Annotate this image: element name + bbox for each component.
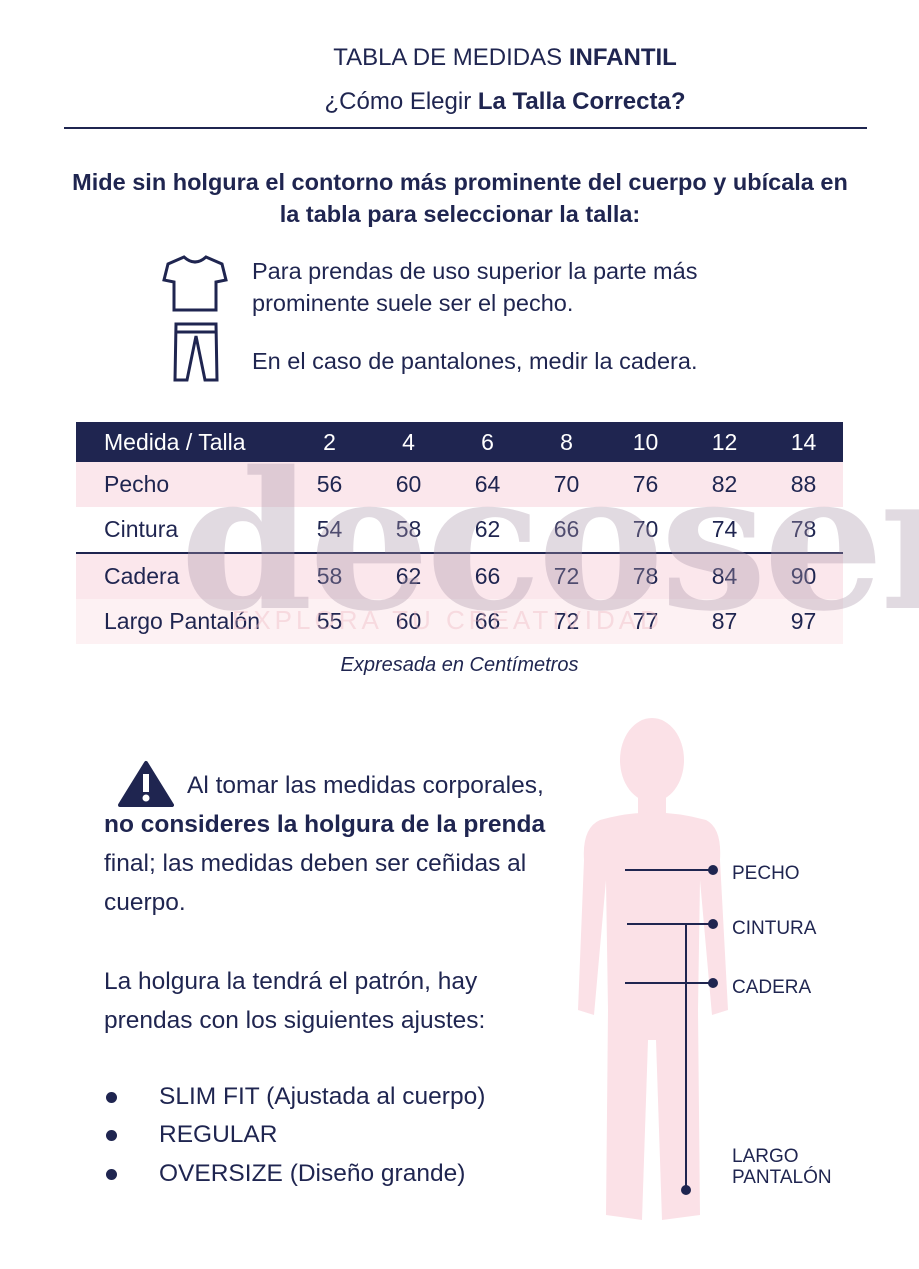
fit-item: SLIM FIT (Ajustada al cuerpo) (159, 1083, 486, 1110)
cell: 97 (764, 599, 843, 644)
header-cell: 8 (527, 422, 606, 462)
bullet (106, 1169, 117, 1180)
cell: 70 (606, 507, 685, 554)
header-row: Medida / Talla 2 4 6 8 10 12 14 (76, 422, 843, 462)
cell: 82 (685, 462, 764, 507)
divider (64, 127, 867, 129)
instructions-heading: Mide sin holgura el contorno más promine… (72, 169, 848, 227)
table-row: Pecho 56 60 64 70 76 82 88 (76, 462, 843, 507)
table-row: Largo Pantalón 55 60 66 72 77 87 97 (76, 599, 843, 644)
cell: 77 (606, 599, 685, 644)
body-figure (578, 718, 728, 1220)
subtitle-prefix: ¿Cómo Elegir (324, 88, 472, 115)
header-cell: 2 (290, 422, 369, 462)
instruction-item: En el caso de pantalones, medir la cader… (252, 348, 698, 374)
row-label: Cadera (76, 553, 290, 599)
cell: 64 (448, 462, 527, 507)
cell: 62 (369, 553, 448, 599)
cell: 76 (606, 462, 685, 507)
cell: 78 (606, 553, 685, 599)
cell: 87 (685, 599, 764, 644)
fit-item: OVERSIZE (Diseño grande) (159, 1160, 466, 1187)
header-cell: 4 (369, 422, 448, 462)
cell: 88 (764, 462, 843, 507)
bullet (106, 1092, 117, 1103)
pants-icon (173, 322, 219, 382)
garment-icons (162, 255, 228, 382)
body-label: LARGO PANTALÓN (732, 1146, 832, 1188)
header-cell: Medida / Talla (76, 422, 290, 462)
body-label: PECHO (732, 863, 800, 884)
cell: 78 (764, 507, 843, 554)
cell: 66 (448, 553, 527, 599)
subtitle: ¿Cómo Elegir La Talla Correcta? (200, 88, 810, 116)
fit-item: REGULAR (159, 1121, 278, 1148)
cell: 62 (448, 507, 527, 554)
cell: 60 (369, 462, 448, 507)
cell: 74 (685, 507, 764, 554)
table-row: Cintura 54 58 62 66 70 74 78 (76, 507, 843, 554)
header-cell: 12 (685, 422, 764, 462)
title-bold: INFANTIL (568, 44, 677, 71)
shirt-icon (162, 255, 228, 312)
cell: 58 (290, 553, 369, 599)
row-label: Cintura (76, 507, 290, 554)
row-label: Pecho (76, 462, 290, 507)
table-row: Cadera 58 62 66 72 78 84 90 (76, 553, 843, 599)
warning-bold: no consideres la holgura de la prenda (104, 811, 546, 838)
cell: 72 (527, 599, 606, 644)
subtitle-bold: La Talla Correcta? (477, 88, 686, 115)
cell: 56 (290, 462, 369, 507)
title-prefix: TABLA DE MEDIDAS (333, 44, 563, 71)
instruction-item: Para prendas de uso superior la parte má… (252, 258, 698, 316)
cell: 84 (685, 553, 764, 599)
header-cell: 14 (764, 422, 843, 462)
fit-intro: La holgura la tendrá el patrón, hay pren… (104, 968, 486, 1034)
warning-icon (118, 761, 174, 807)
header-cell: 10 (606, 422, 685, 462)
cell: 70 (527, 462, 606, 507)
warning-text: Al tomar las medidas corporales, no cons… (104, 766, 574, 922)
cell: 66 (448, 599, 527, 644)
cell: 60 (369, 599, 448, 644)
cell: 54 (290, 507, 369, 554)
row-label: Largo Pantalón (76, 599, 290, 644)
warning-after: final; las medidas deben ser ceñidas al … (104, 850, 527, 916)
cell: 66 (527, 507, 606, 554)
size-table: Medida / Talla 2 4 6 8 10 12 14 Pecho 56 60 64 70 76 8… (76, 422, 843, 644)
table-note: Expresada en Centímetros (340, 654, 579, 676)
warning-before: Al tomar las medidas corporales, (187, 772, 544, 799)
cell: 55 (290, 599, 369, 644)
body-label: CADERA (732, 977, 812, 998)
body-label: CINTURA (732, 918, 817, 939)
cell: 58 (369, 507, 448, 554)
title: TABLA DE MEDIDAS INFANTIL (200, 44, 810, 72)
cell: 90 (764, 553, 843, 599)
cell: 72 (527, 553, 606, 599)
header-cell: 6 (448, 422, 527, 462)
bullet (106, 1130, 117, 1141)
